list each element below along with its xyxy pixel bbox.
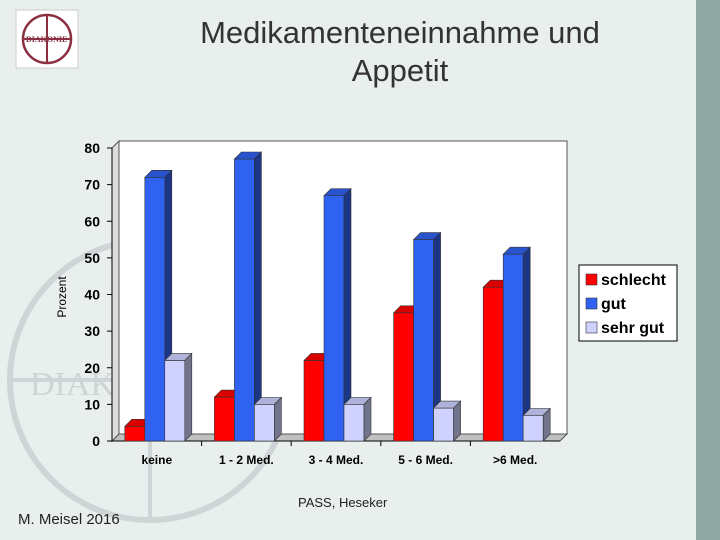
x-category-label: >6 Med. bbox=[493, 453, 537, 467]
bar-front bbox=[234, 158, 255, 442]
x-category-label: keine bbox=[141, 453, 172, 467]
chart-labels: 0 10 20 30 40 50 60 70 80 keine 1 - 2 Med. 3 - 4 Me… bbox=[84, 140, 537, 467]
source-credit: PASS, Heseker bbox=[298, 495, 388, 510]
y-tick-label: 10 bbox=[84, 396, 100, 412]
bar-front bbox=[144, 177, 166, 442]
y-tick-label: 0 bbox=[92, 433, 100, 449]
y-tick-label: 50 bbox=[84, 250, 100, 266]
x-category-label: 3 - 4 Med. bbox=[309, 453, 364, 467]
legend-item-sehr-gut: sehr gut bbox=[585, 320, 665, 337]
bar-side bbox=[184, 352, 193, 442]
title-line-2: Appetit bbox=[351, 53, 449, 88]
legend-swatch bbox=[585, 273, 598, 286]
bar-side bbox=[542, 407, 551, 442]
legend-label: sehr gut bbox=[601, 320, 665, 337]
y-tick-label: 80 bbox=[84, 140, 100, 156]
bar-front bbox=[124, 426, 146, 442]
bar-sehr-gut-1 bbox=[253, 396, 283, 442]
bar-gut-2 bbox=[323, 187, 352, 442]
plot-side-wall bbox=[111, 139, 120, 443]
bar-front bbox=[433, 407, 454, 442]
y-axis-title: Prozent bbox=[55, 276, 69, 318]
title-line-1: Medikamenteneinnahme und bbox=[200, 15, 600, 50]
bar-front bbox=[393, 312, 414, 442]
bar-side bbox=[453, 400, 461, 442]
bar-side bbox=[363, 396, 372, 442]
bar-front bbox=[323, 195, 345, 442]
y-tick-label: 60 bbox=[84, 213, 100, 229]
bar-gut-4 bbox=[502, 246, 531, 442]
x-category-label: 5 - 6 Med. bbox=[398, 453, 453, 467]
x-category-label: 1 - 2 Med. bbox=[219, 453, 274, 467]
bar-front bbox=[482, 286, 504, 442]
bar-sehr-gut-2 bbox=[343, 396, 372, 442]
y-tick-label: 30 bbox=[84, 323, 100, 339]
y-tick-label: 20 bbox=[84, 360, 100, 376]
bar-front bbox=[343, 404, 365, 442]
y-tick-label: 40 bbox=[84, 287, 100, 303]
y-tick-label: 70 bbox=[84, 177, 100, 193]
bar-front bbox=[164, 360, 186, 442]
diakonie-logo: DIAKONIE bbox=[15, 9, 79, 69]
accent-strip bbox=[696, 0, 720, 540]
bar-front bbox=[413, 239, 434, 442]
author-credit: M. Meisel 2016 bbox=[18, 511, 120, 528]
bar-side bbox=[274, 396, 282, 442]
bar-front bbox=[522, 415, 544, 442]
legend-label: gut bbox=[601, 296, 627, 313]
bar-sehr-gut-0 bbox=[164, 352, 193, 442]
legend-swatch bbox=[585, 321, 598, 334]
chart-bars bbox=[124, 151, 551, 442]
legend-label: schlecht bbox=[601, 272, 667, 289]
bar-front bbox=[214, 396, 235, 442]
slide-title: Medikamenteneinnahme und Appetit bbox=[150, 14, 650, 90]
bar-front bbox=[254, 404, 275, 442]
bar-sehr-gut-3 bbox=[432, 400, 462, 442]
logo-text: DIAKONIE bbox=[26, 35, 67, 44]
bar-front bbox=[303, 360, 325, 442]
legend-item-schlecht: schlecht bbox=[585, 272, 667, 289]
bar-gut-3 bbox=[412, 231, 442, 442]
legend-item-gut: gut bbox=[585, 296, 627, 313]
bar-front bbox=[502, 253, 524, 442]
legend-swatch bbox=[585, 297, 598, 310]
bar-gut-1 bbox=[233, 151, 263, 442]
chart-legend: schlecht gut sehr gut bbox=[578, 264, 678, 342]
bar-sehr-gut-4 bbox=[522, 407, 551, 442]
bar-side bbox=[254, 151, 262, 442]
